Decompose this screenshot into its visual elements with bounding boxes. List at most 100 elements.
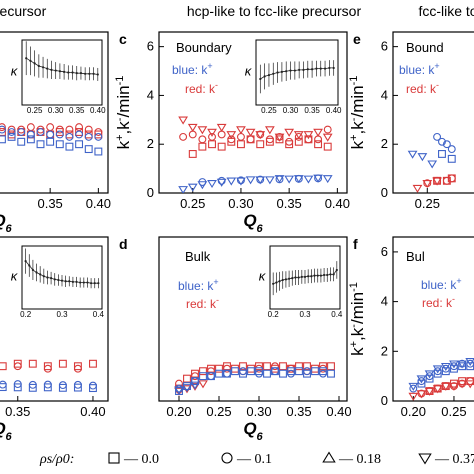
data-point [327, 362, 335, 371]
x-axis-label: Q6 [0, 419, 13, 443]
legend-marker-circle [221, 452, 233, 464]
data-point [304, 135, 313, 144]
data-point [294, 174, 303, 183]
data-point [236, 132, 245, 141]
data-point [417, 377, 426, 386]
data-point [450, 364, 458, 373]
legend-blue: blue: k+ [399, 61, 440, 77]
y-tick-label: 6 [381, 39, 388, 54]
data-point [274, 133, 285, 142]
data-point [264, 126, 275, 135]
data-point [178, 116, 188, 125]
data-point [187, 123, 198, 132]
data-point [227, 137, 236, 146]
data-point [449, 360, 459, 369]
legend-value: — 0.18 [338, 452, 381, 467]
data-point [412, 184, 423, 193]
data-point [247, 367, 255, 376]
data-point [304, 135, 313, 144]
data-point [43, 364, 52, 373]
column-title: p-like precursor [0, 3, 47, 19]
data-point [198, 380, 208, 389]
data-point [438, 150, 446, 158]
axes-frame [158, 31, 348, 194]
data-point [303, 131, 314, 140]
x-tick-label: 0.30 [246, 404, 271, 419]
data-point [199, 367, 207, 376]
legend-red: red: k- [185, 80, 218, 96]
data-point [199, 372, 207, 381]
data-point [84, 125, 93, 134]
y-tick-label: 2 [381, 343, 388, 358]
data-point [425, 372, 434, 381]
bottom-legend: ρs/ρ0: — 0.0 — 0.1 — 0.18 — 0.37 [39, 451, 474, 467]
data-point [94, 130, 103, 139]
data-point [7, 132, 16, 141]
data-point [255, 369, 263, 378]
data-point [84, 145, 93, 154]
data-point [271, 367, 279, 376]
data-point [183, 374, 191, 383]
data-point [295, 362, 303, 371]
data-point [255, 176, 266, 185]
data-point [187, 183, 198, 192]
y-tick-label: 0 [381, 393, 388, 408]
x-tick-label: 0.35 [286, 404, 311, 419]
y-tick-label: 2 [381, 136, 388, 151]
data-point [450, 362, 458, 371]
data-point [433, 176, 442, 185]
inset-tick-label: 0.35 [69, 106, 85, 115]
x-tick-label: 0.30 [228, 196, 253, 211]
panel-letter: e [353, 31, 361, 47]
y-tick-label: 0 [381, 185, 388, 200]
data-point [0, 362, 7, 371]
inset-y-label: κ [11, 64, 19, 79]
data-point [55, 130, 64, 139]
data-point [422, 179, 433, 189]
data-point [263, 362, 271, 371]
data-point [174, 386, 184, 395]
data-point [65, 132, 74, 141]
data-point [407, 150, 418, 159]
data-point [197, 126, 208, 135]
data-point [207, 372, 215, 381]
inset-frame [255, 39, 339, 106]
data-point [433, 132, 442, 141]
data-point [457, 360, 467, 369]
data-point [207, 179, 217, 189]
data-point [441, 382, 450, 391]
x-tick-label: 0.25 [206, 404, 231, 419]
data-point [427, 160, 438, 169]
data-point [313, 128, 323, 137]
data-point [0, 123, 6, 132]
x-tick-label: 0.35 [37, 196, 62, 211]
inset: 0.2 0.3 0.4 κ [259, 245, 343, 319]
data-point [46, 123, 55, 132]
inset-line [260, 67, 334, 80]
data-point [65, 125, 74, 134]
y-tick-label: 4 [381, 87, 388, 102]
x-tick-label: 0.20 [401, 404, 426, 419]
data-point [245, 176, 256, 185]
data-point [28, 383, 37, 392]
x-tick-label: 0.40 [80, 404, 105, 419]
x-axis-label: Q6 [243, 211, 263, 235]
x-tick-label: 0.35 [5, 404, 30, 419]
panel-letter: f [353, 236, 358, 252]
data-point [465, 357, 474, 367]
data-point [433, 384, 442, 393]
data-point [73, 383, 82, 392]
data-point [303, 362, 311, 371]
data-point [279, 369, 287, 378]
data-point [216, 178, 227, 187]
data-point [432, 365, 443, 374]
data-point [94, 132, 103, 141]
legend-value: — 0.1 [236, 452, 272, 467]
data-point [293, 131, 304, 140]
data-point [13, 383, 22, 392]
legend-blue: blue: k+ [421, 276, 462, 292]
data-point [246, 135, 255, 144]
inset-tick-label: 0.4 [331, 310, 343, 319]
data-point [73, 362, 82, 371]
data-point [255, 362, 263, 371]
